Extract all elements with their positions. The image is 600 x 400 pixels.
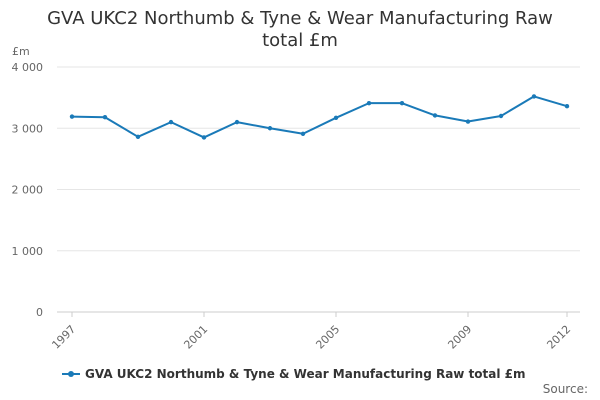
data-point (498, 113, 504, 119)
data-point (366, 100, 372, 106)
data-point (102, 115, 108, 120)
data-point (267, 126, 273, 131)
y-tick-label: 1 000 (12, 245, 44, 258)
data-point (465, 119, 471, 124)
legend-line-marker-icon (62, 368, 80, 380)
data-point (432, 113, 438, 118)
x-tick-label: 1997 (49, 323, 78, 352)
data-point (399, 100, 405, 106)
y-tick-label: 4 000 (12, 61, 44, 74)
data-point (234, 119, 240, 125)
data-point (135, 134, 141, 140)
y-axis-unit-label: £m (12, 45, 30, 58)
legend-label: GVA UKC2 Northumb & Tyne & Wear Manufact… (85, 367, 526, 381)
data-point (333, 115, 339, 121)
legend[interactable]: GVA UKC2 Northumb & Tyne & Wear Manufact… (62, 367, 526, 381)
y-tick-label: 2 000 (12, 184, 44, 197)
source-label: Source: (542, 382, 588, 396)
y-tick-label: 3 000 (12, 122, 44, 135)
chart-title-line-1: GVA UKC2 Northumb & Tyne & Wear Manufact… (47, 8, 553, 29)
data-point (300, 131, 306, 136)
data-point (168, 119, 174, 125)
x-tick-label: 2001 (181, 323, 210, 352)
x-tick-label: 2009 (445, 323, 474, 352)
chart-title-line-2: total £m (262, 30, 338, 51)
series-line (71, 95, 568, 139)
data-point (201, 135, 207, 140)
data-point (531, 94, 537, 99)
data-point (69, 114, 75, 119)
x-tick-label: 2012 (544, 323, 573, 352)
data-point (564, 104, 570, 109)
y-tick-label: 0 (36, 306, 43, 319)
x-tick-label: 2005 (313, 323, 342, 352)
